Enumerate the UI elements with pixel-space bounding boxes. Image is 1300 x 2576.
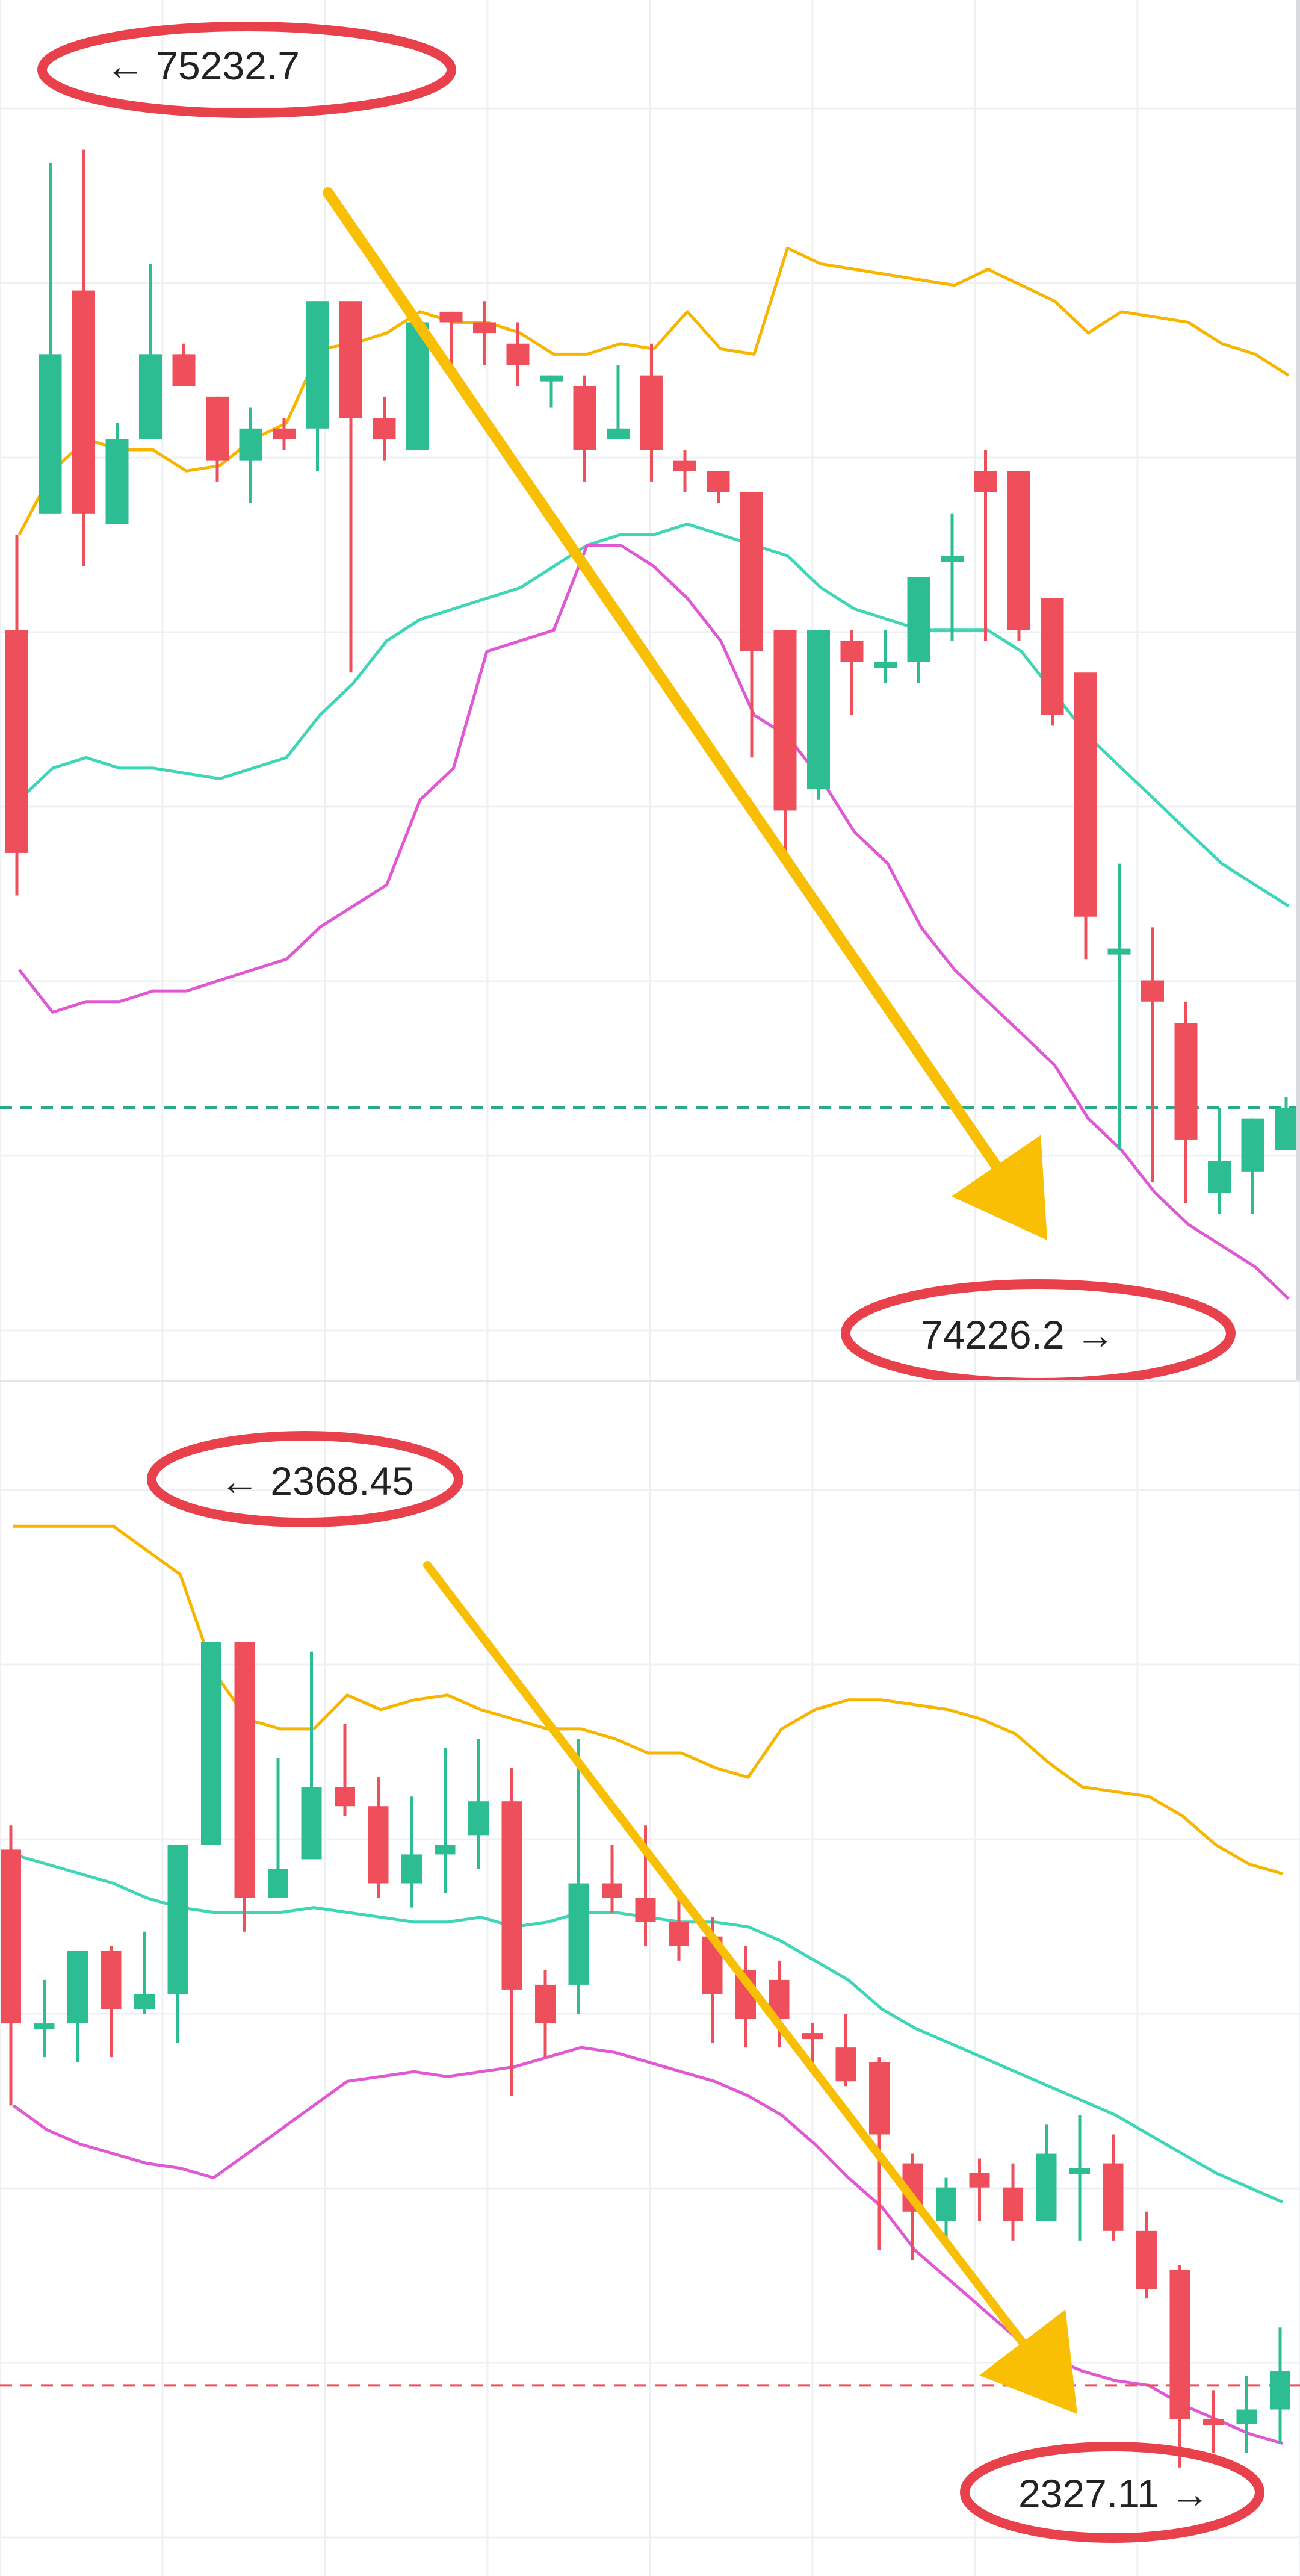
candle-body [573,386,596,450]
candle-body [907,577,930,662]
candle-body [435,1845,456,1855]
candle-body [969,2173,990,2188]
candle-body [5,630,28,853]
candle-body [234,1642,255,1898]
high-price-label: ← 2368.45 [220,1459,414,1503]
candle-body [802,2033,823,2040]
candle-body [535,1984,556,2024]
trend-arrow-head [979,2309,1077,2414]
candle-body [941,556,964,562]
candle-body [635,1898,656,1922]
candle-body [1008,471,1030,630]
candle-body [936,2187,956,2221]
candle-body [602,1883,622,1898]
candle-body [167,1845,188,1994]
panel-divider [0,1380,1300,1382]
candle-body [301,1787,322,1860]
low-price-highlight-ring [841,1279,1236,1382]
trend-arrow-head [951,1135,1047,1240]
candle-body [673,460,696,471]
candle-body [1203,2419,1224,2425]
candle-body [201,1642,221,1845]
candle-body [835,2047,856,2082]
candle-body [869,2062,890,2135]
candle-body [1,1849,21,2024]
high-price-label: ← 75232.7 [105,43,300,88]
candle-body [1236,2409,1257,2424]
candle-body [339,301,362,418]
candle-body [840,641,864,662]
trend-arrow-shaft [423,1561,1027,2347]
candle-body [1241,1118,1264,1172]
chart-right-border [1296,0,1300,1382]
candle-body [401,1854,422,1884]
candle-body [268,1869,288,1898]
candle-body [1141,980,1164,1002]
candle-body [607,428,630,439]
candle-body [1107,948,1131,955]
candle-body [368,1806,389,1884]
candle-body [1074,672,1097,917]
eth-candlestick-chart: ← 2368.45 2327.11 → [0,1382,1300,2576]
candle-body [373,418,396,439]
candle-body [1136,2230,1157,2289]
candle-body [669,1922,689,1946]
candle-body [239,428,262,461]
candle-body [306,301,329,429]
candle-body [172,354,196,386]
candle-body [501,1801,522,1990]
candle-body [506,343,530,365]
candle-body [39,354,62,514]
candle-body [540,375,563,382]
lower-band-line [12,2046,1283,2445]
low-price-label: 74226.2 → [921,1312,1115,1357]
candle-body [34,2023,55,2030]
candle-body [335,1787,355,1807]
candle-body [1208,1161,1231,1193]
upper-band-line [17,246,1290,536]
candle-body [101,1951,122,2009]
candle-body [740,492,763,651]
low-price-highlight-ring [960,2442,1264,2543]
eth-chart-panel: ← 2368.45 2327.11 → [0,1382,1300,2576]
candle-body [139,354,162,439]
candle-body [439,311,463,323]
candle-body [206,396,229,461]
candle-body [72,290,95,514]
candle-body [1041,598,1064,715]
lower-band-line [18,544,1290,1300]
btc-candlestick-chart: ← 75232.7 74226.2 → [0,0,1300,1382]
candle-body [134,1994,155,2009]
upper-band-line [13,1524,1283,1875]
candle-body [974,471,997,492]
trend-arrow-shaft [323,187,1002,1172]
candle-body [707,471,730,492]
candle-body [807,630,830,790]
btc-chart-panel: ← 75232.7 74226.2 → [0,0,1300,1382]
middle-band-line [18,522,1290,908]
high-price-highlight-ring [37,22,456,118]
high-price-highlight-ring [147,1431,463,1527]
candle-body [1069,2168,1090,2174]
candle-body [568,1883,589,1985]
candle-body [67,1951,88,2024]
candle-body [1003,2187,1023,2221]
candle-body [1275,1108,1298,1150]
candle-body [773,630,797,811]
candle-body [1169,2269,1190,2419]
candle-body [1036,2153,1057,2221]
candle-body [1270,2371,1290,2410]
candle-body [273,428,296,439]
candle-body [1103,2163,1124,2231]
candle-body [874,662,897,668]
candle-body [105,439,129,524]
low-price-label: 2327.11 → [1018,2471,1210,2516]
candle-body [640,375,663,450]
candle-body [1174,1023,1198,1140]
candle-body [473,322,496,334]
candle-body [468,1801,489,1836]
